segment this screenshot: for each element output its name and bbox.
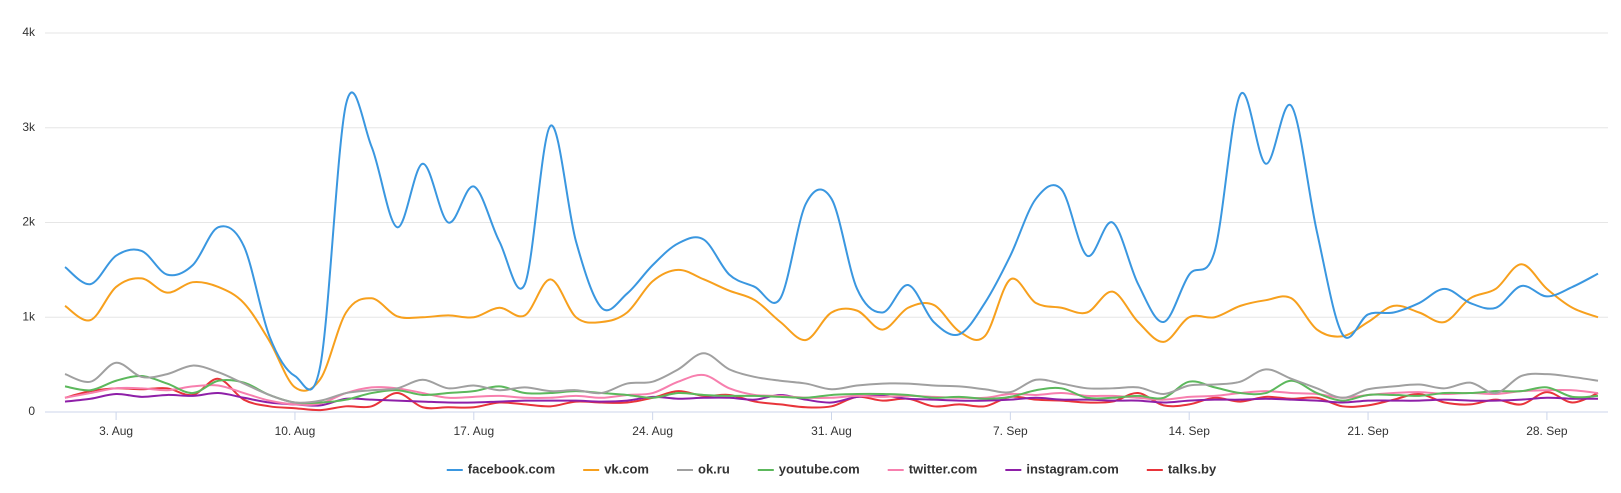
y-tick-label: 0	[28, 404, 35, 418]
series-line	[64, 392, 1599, 407]
legend-label: youtube.com	[779, 461, 860, 476]
legend-item[interactable]: vk.com	[583, 461, 649, 476]
legend-label: ok.ru	[698, 461, 730, 476]
x-tick-label: 14. Sep	[1169, 424, 1211, 438]
y-tick-label: 1k	[22, 309, 36, 323]
legend-label: facebook.com	[468, 461, 555, 476]
x-tick-label: 10. Aug	[275, 424, 316, 438]
y-tick-label: 4k	[22, 25, 36, 39]
x-tick-label: 31. Aug	[811, 424, 852, 438]
series-line	[64, 352, 1599, 404]
x-tick-label: 24. Aug	[632, 424, 673, 438]
x-tick-label: 7. Sep	[993, 424, 1028, 438]
legend-label: instagram.com	[1026, 461, 1118, 476]
x-tick-label: 17. Aug	[453, 424, 494, 438]
legend-item[interactable]: twitter.com	[887, 461, 978, 476]
legend: facebook.com vk.com ok.ru youtube.com twitte…	[446, 461, 1217, 476]
y-tick-label: 3k	[22, 120, 36, 134]
legend-item[interactable]: instagram.com	[1005, 461, 1119, 476]
legend-label: vk.com	[604, 461, 649, 476]
y-tick-label: 2k	[22, 215, 36, 229]
x-tick-label: 21. Sep	[1347, 424, 1389, 438]
legend-item[interactable]: talks.by	[1146, 461, 1217, 476]
legend-label: twitter.com	[909, 461, 978, 476]
legend-item[interactable]: facebook.com	[446, 461, 555, 476]
series-line	[64, 263, 1599, 392]
x-tick-label: 3. Aug	[99, 424, 133, 438]
legend-item[interactable]: ok.ru	[677, 461, 730, 476]
x-tick-label: 28. Sep	[1526, 424, 1568, 438]
series-line	[64, 374, 1599, 405]
legend-item[interactable]: youtube.com	[757, 461, 860, 476]
legend-label: talks.by	[1168, 461, 1217, 476]
series-line	[64, 91, 1599, 391]
series-line	[64, 377, 1599, 412]
